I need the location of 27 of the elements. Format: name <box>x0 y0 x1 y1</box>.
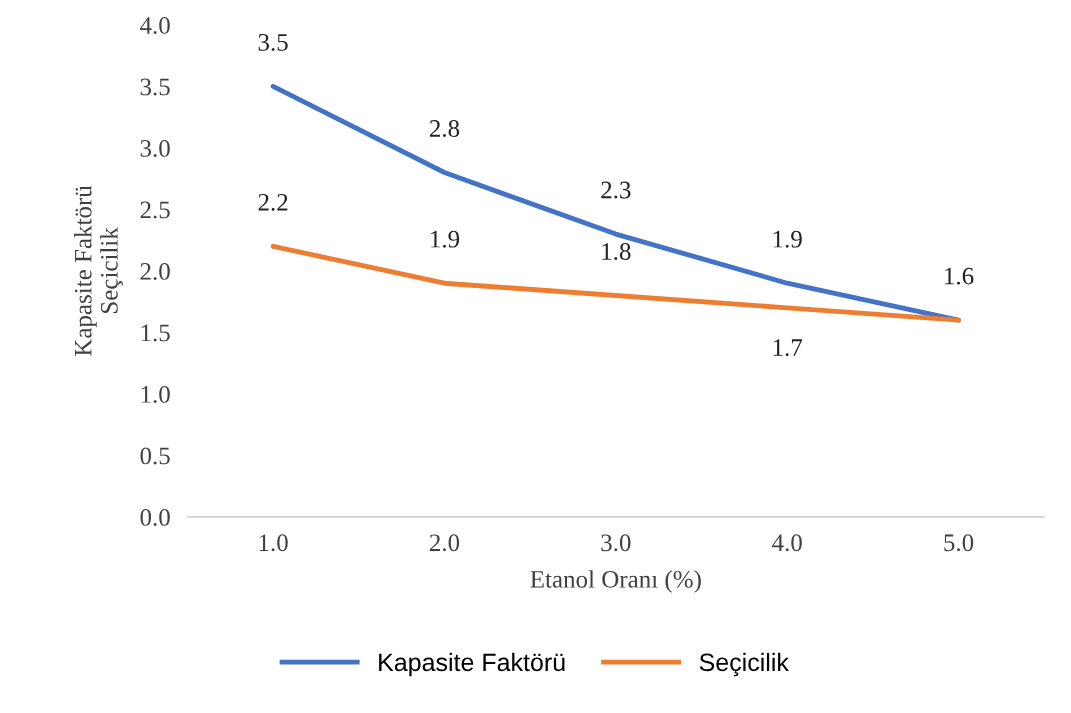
data-label: 1.9 <box>431 230 460 248</box>
data-label: 3.5 <box>258 34 288 51</box>
x-tick-label: 1.0 <box>259 534 288 552</box>
y-tick-label: 4.0 <box>140 17 170 34</box>
y-axis-title: Kapasite Faktörü Seçicilik <box>74 185 123 356</box>
data-label: 2.3 <box>601 181 631 199</box>
y-tick-label: 3.0 <box>140 140 170 157</box>
data-label: 2.8 <box>429 120 460 138</box>
legend-label: Seçicilik <box>699 652 789 677</box>
y-tick-label: 2.0 <box>140 262 170 280</box>
y-tick-label: 1.5 <box>141 324 170 342</box>
y-tick-label: 0.5 <box>140 447 170 465</box>
data-label: 1.9 <box>773 230 802 248</box>
x-tick-label: 3.0 <box>601 534 631 552</box>
data-label: 2.2 <box>258 193 288 211</box>
x-axis-title: Etanol Oranı (%) <box>530 570 701 593</box>
x-tick-label: 5.0 <box>944 534 974 552</box>
y-tick-label: 3.5 <box>140 78 170 96</box>
data-label: 1.6 <box>945 267 974 285</box>
data-label: 1.7 <box>773 339 803 357</box>
y-tick-label: 1.0 <box>141 385 170 403</box>
y-tick-label: 2.5 <box>140 201 170 219</box>
data-label: 1.8 <box>602 243 631 261</box>
x-tick-label: 4.0 <box>772 534 802 552</box>
x-tick-label: 2.0 <box>429 534 460 552</box>
y-tick-label: 0.0 <box>140 508 170 526</box>
legend-label: Kapasite Faktörü <box>379 652 565 677</box>
